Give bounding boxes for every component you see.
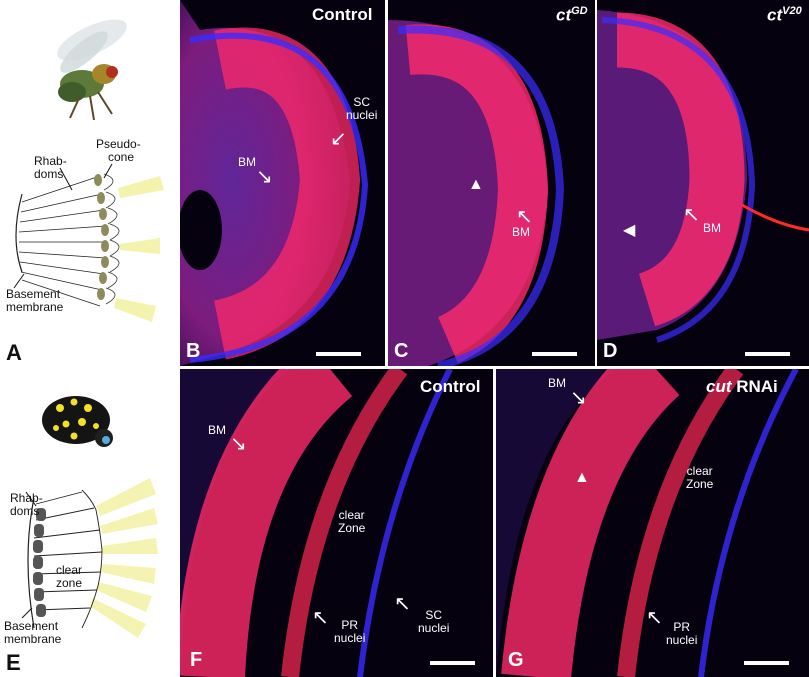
pr-nuclei-label-g: PR nuclei	[666, 620, 698, 647]
panel-e: Rhab-doms clear zone Basement membrane E	[0, 368, 178, 677]
scale-bar-g	[744, 661, 789, 665]
micrograph-f	[180, 369, 453, 677]
micrograph-b	[180, 0, 369, 366]
rhabdoms-label-a: Rhab-doms	[34, 154, 67, 181]
panel-title-g: cut RNAi	[706, 377, 778, 396]
arrow-bm-f: ↘	[230, 433, 247, 455]
basement-membrane-label-a: Basement membrane	[6, 287, 64, 314]
bm-label-b: BM	[238, 155, 256, 169]
beetle-eye-schematic	[21, 478, 158, 638]
panel-title-d: ctV20	[767, 5, 802, 25]
micrograph-d	[597, 10, 809, 343]
arrowhead-d: ◀	[623, 222, 636, 239]
arrow-pr-g: ↖	[646, 607, 663, 629]
pr-nuclei-label-f: PR nuclei	[334, 618, 366, 645]
bm-label-g: BM	[548, 376, 566, 390]
panel-letter-g: G	[508, 649, 524, 671]
panel-title-c: ctGD	[556, 5, 588, 25]
arrow-pr-f: ↖	[312, 607, 329, 629]
scale-bar-d	[745, 352, 790, 356]
panel-b: Control SC nuclei BM ↘ ↙ B	[180, 0, 385, 366]
micrograph-c	[388, 20, 565, 366]
scale-bar-b	[316, 352, 361, 356]
fly-illustration	[57, 19, 127, 121]
rhabdoms-label-e: Rhab-doms	[10, 491, 43, 518]
panel-title-f: Control	[420, 377, 481, 396]
scale-bar-c	[532, 352, 577, 356]
panel-letter-b: B	[186, 340, 201, 362]
sc-nuclei-label-b: SC nuclei	[346, 95, 378, 122]
arrowhead-c: ▲	[468, 176, 484, 193]
panel-letter-e: E	[6, 650, 21, 675]
bm-label-d: BM	[703, 221, 721, 235]
arrow-sc-b: ↙	[330, 128, 347, 150]
bm-label-c: BM	[512, 225, 530, 239]
arrow-bm-b: ↘	[256, 166, 273, 188]
panel-title-b: Control	[312, 5, 373, 24]
clear-zone-label-g: clear Zone	[686, 464, 714, 491]
panel-c: ctGD BM ↖ ▲ C	[388, 0, 595, 366]
panel-letter-d: D	[603, 340, 618, 362]
basement-membrane-label-e: Basement membrane	[4, 619, 62, 646]
arrow-bm-c: ↖	[516, 206, 533, 228]
arrow-bm-g: ↘	[570, 387, 587, 409]
arrow-sc-f: ↖	[394, 593, 411, 615]
arrowhead-g: ▲	[574, 469, 590, 486]
arrow-bm-d: ↖	[683, 204, 700, 226]
panel-letter-f: F	[190, 649, 203, 671]
micrograph-g	[496, 369, 799, 677]
panel-f: Control BM ↘ clear Zone PR nuclei ↖ SC nucl…	[180, 369, 493, 677]
sc-nuclei-label-f: SC nuclei	[418, 608, 450, 635]
pseudocone-label: Pseudo-cone	[96, 137, 141, 164]
panel-letter-a: A	[6, 340, 22, 365]
panel-a: Rhab-doms Pseudo-cone Basement membrane A	[0, 0, 178, 366]
beetle-illustration	[42, 396, 113, 447]
fly-eye-schematic	[13, 163, 164, 322]
panel-letter-c: C	[394, 340, 409, 362]
panel-g: cut RNAi BM ↘ ▲ clear Zone PR nuclei ↖ G	[496, 369, 809, 677]
clear-zone-label-e: clear zone	[56, 563, 83, 590]
scale-bar-f	[430, 661, 475, 665]
clear-zone-label-f: clear Zone	[338, 508, 366, 535]
panel-d: ctV20 BM ↖ ◀ D	[597, 0, 809, 366]
bm-label-f: BM	[208, 423, 226, 437]
